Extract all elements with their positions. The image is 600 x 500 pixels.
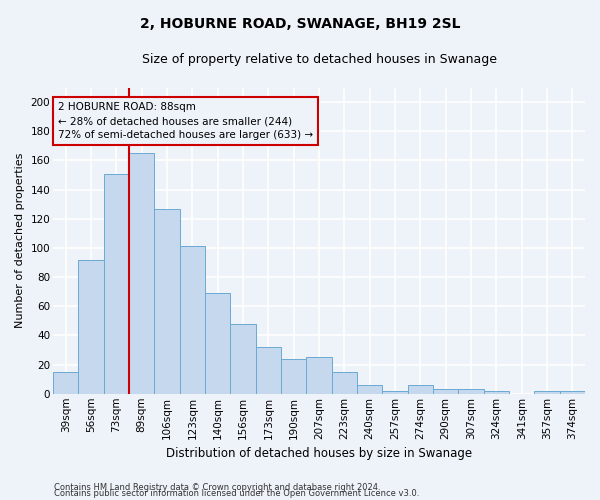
X-axis label: Distribution of detached houses by size in Swanage: Distribution of detached houses by size … [166,447,472,460]
Bar [357,385,382,394]
Bar [154,208,180,394]
Bar [458,390,484,394]
Bar [535,391,560,394]
Bar [407,385,433,394]
Bar [307,358,332,394]
Text: 2 HOBURNE ROAD: 88sqm
← 28% of detached houses are smaller (244)
72% of semi-det: 2 HOBURNE ROAD: 88sqm ← 28% of detached … [58,102,313,140]
Bar [382,391,407,394]
Bar [560,391,585,394]
Bar [281,359,307,394]
Bar [180,246,205,394]
Bar [129,153,154,394]
Bar [79,260,104,394]
Bar [332,372,357,394]
Title: Size of property relative to detached houses in Swanage: Size of property relative to detached ho… [142,52,497,66]
Text: Contains public sector information licensed under the Open Government Licence v3: Contains public sector information licen… [54,490,419,498]
Bar [53,372,79,394]
Bar [256,347,281,394]
Text: 2, HOBURNE ROAD, SWANAGE, BH19 2SL: 2, HOBURNE ROAD, SWANAGE, BH19 2SL [140,18,460,32]
Bar [104,174,129,394]
Text: Contains HM Land Registry data © Crown copyright and database right 2024.: Contains HM Land Registry data © Crown c… [54,484,380,492]
Bar [484,391,509,394]
Bar [205,293,230,394]
Bar [433,390,458,394]
Bar [230,324,256,394]
Y-axis label: Number of detached properties: Number of detached properties [15,153,25,328]
